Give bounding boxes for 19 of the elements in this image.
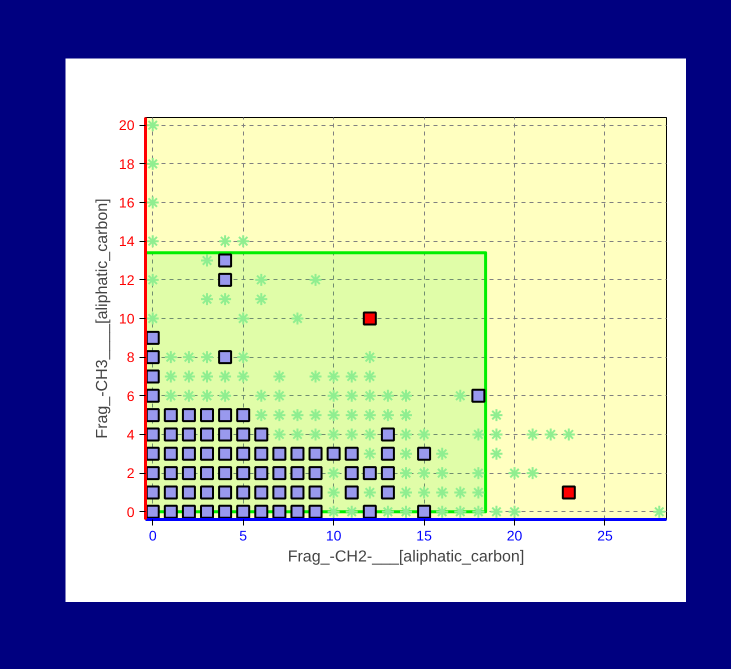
- y-tick-label: 18: [118, 156, 135, 172]
- y-tick-label: 6: [126, 388, 135, 404]
- y-tick-label: 16: [118, 194, 135, 211]
- y-axis-title: Frag_-CH3____[aliphatic_carbon]: [94, 198, 111, 439]
- y-tick-label: 0: [126, 504, 135, 520]
- y-tick-label: 12: [118, 272, 135, 288]
- y-tick-label: 10: [118, 310, 135, 326]
- y-tick-label: 14: [118, 233, 135, 250]
- x-tick-label: 20: [506, 528, 523, 544]
- y-tick-label: 8: [126, 349, 135, 366]
- y-tick-label: 4: [126, 426, 135, 442]
- x-tick-label: 5: [239, 528, 248, 544]
- x-tick-label: 0: [148, 528, 157, 544]
- y-tick-label: 20: [118, 117, 135, 134]
- x-tick-label: 15: [416, 528, 432, 544]
- x-tick-label: 10: [326, 528, 342, 544]
- y-tick-label: 2: [126, 465, 135, 482]
- x-tick-label: 25: [597, 528, 613, 544]
- x-axis-title: Frag_-CH2-___[aliphatic_carbon]: [288, 548, 524, 566]
